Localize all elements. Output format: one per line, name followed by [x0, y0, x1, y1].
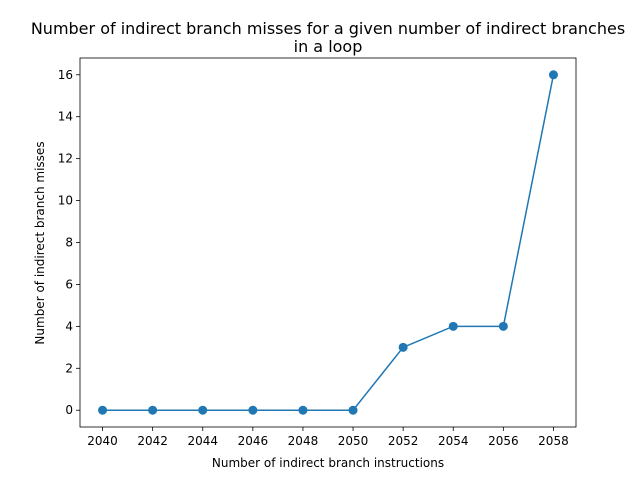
y-axis-ticks: 0 2 4 6 8 10 12 14 16 [58, 68, 80, 417]
data-point [498, 321, 508, 331]
x-tick-label: 2050 [338, 434, 369, 448]
y-tick-label: 0 [65, 403, 73, 417]
x-tick-label: 2040 [87, 434, 118, 448]
data-point [148, 405, 158, 415]
data-point [548, 70, 558, 80]
x-tick-label: 2046 [238, 434, 269, 448]
plot-area-frame [79, 57, 577, 428]
x-axis-ticks: 2040 2042 2044 2046 2048 2050 2052 2054 2056 2058 [87, 427, 569, 448]
x-axis-label: Number of indirect branch instructions [212, 456, 444, 470]
data-point [98, 405, 108, 415]
x-tick-label: 2044 [187, 434, 218, 448]
data-point [298, 405, 308, 415]
chart-title-line1: Number of indirect branch misses for a g… [31, 19, 625, 38]
y-tick-label: 16 [58, 68, 73, 82]
data-point [198, 405, 208, 415]
y-tick-label: 10 [58, 194, 73, 208]
y-tick-label: 4 [65, 319, 73, 333]
y-tick-label: 14 [58, 110, 73, 124]
x-tick-label: 2058 [538, 434, 569, 448]
y-tick-label: 6 [65, 277, 73, 291]
x-tick-label: 2052 [388, 434, 419, 448]
data-point [398, 342, 408, 352]
x-tick-label: 2056 [488, 434, 519, 448]
series-line [102, 74, 555, 411]
x-tick-label: 2054 [438, 434, 469, 448]
data-point [248, 405, 258, 415]
x-tick-label: 2048 [288, 434, 319, 448]
data-point [448, 321, 458, 331]
data-point [348, 405, 358, 415]
y-tick-label: 12 [58, 152, 73, 166]
y-tick-label: 2 [65, 361, 73, 375]
y-axis-label: Number of indirect branch misses [33, 141, 47, 344]
chart-title-line2: in a loop [294, 37, 363, 56]
x-tick-label: 2042 [137, 434, 168, 448]
series-markers [98, 70, 558, 415]
y-tick-label: 8 [65, 236, 73, 250]
